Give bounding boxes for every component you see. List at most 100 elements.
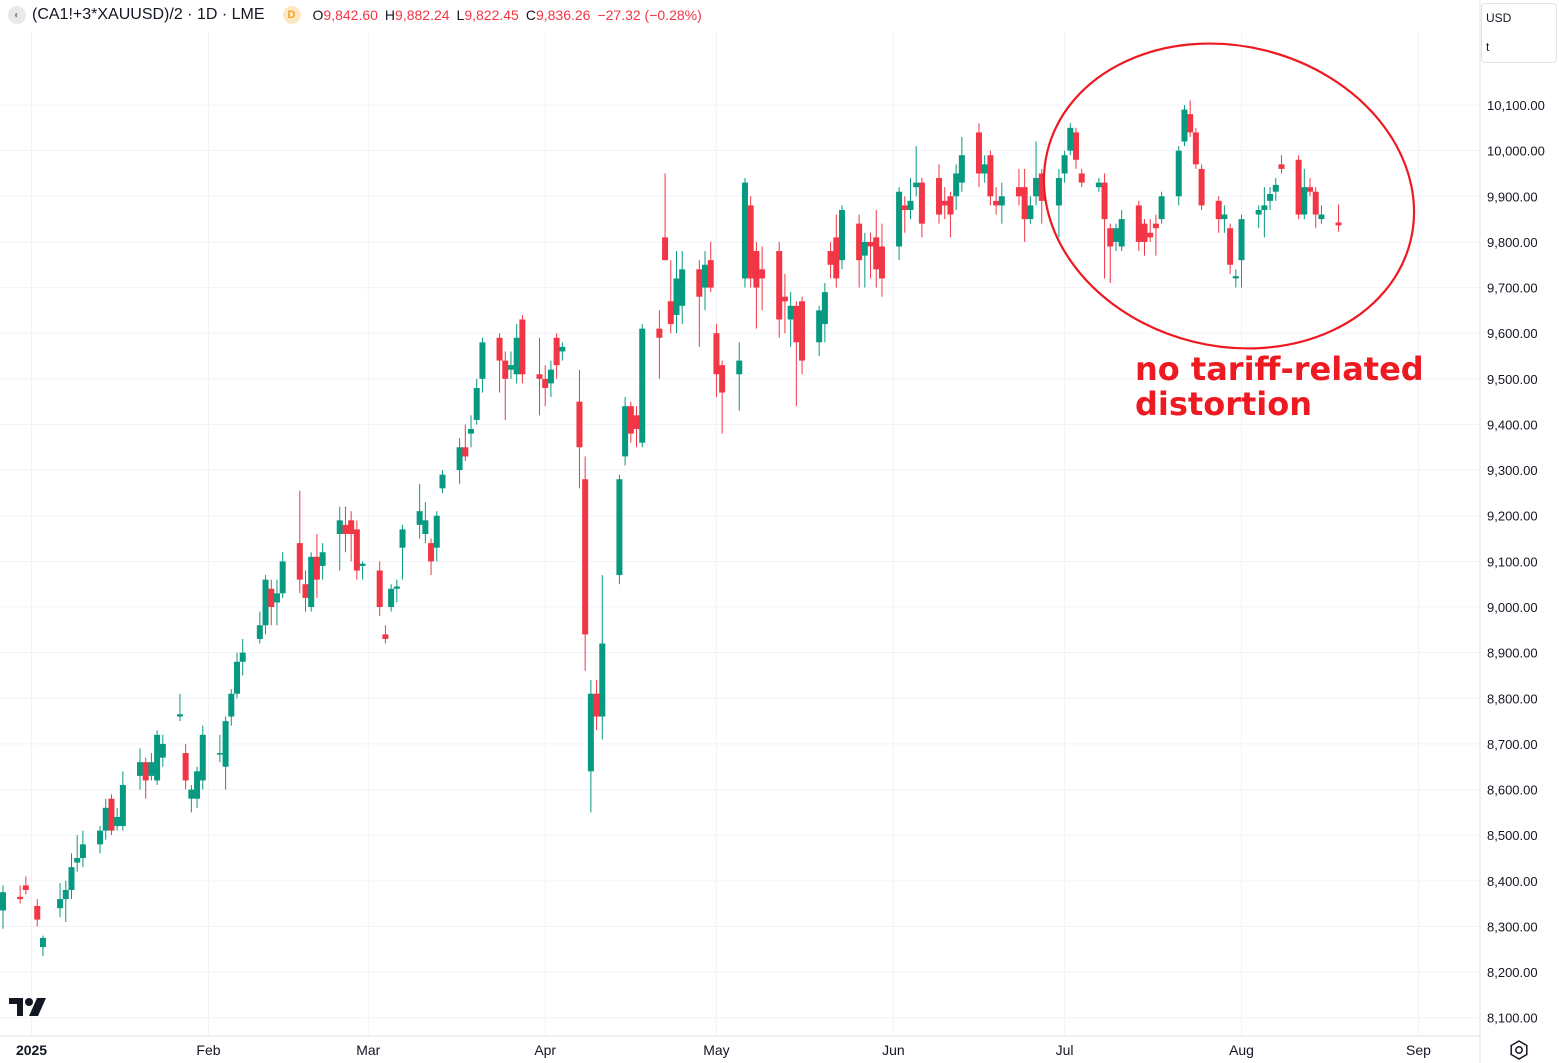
tradingview-logo-icon[interactable] bbox=[9, 996, 47, 1018]
candle-body bbox=[713, 333, 720, 375]
candle-body bbox=[582, 479, 589, 635]
candle-body bbox=[839, 209, 846, 261]
candle bbox=[702, 251, 709, 311]
candle bbox=[987, 150, 994, 206]
candle bbox=[753, 241, 760, 329]
candle-body bbox=[114, 816, 121, 827]
candle-body bbox=[228, 693, 235, 717]
candle-body bbox=[947, 196, 954, 215]
x-tick-label: Feb bbox=[196, 1042, 220, 1058]
candle-body bbox=[1158, 196, 1165, 220]
candle bbox=[747, 196, 754, 288]
candle bbox=[833, 214, 840, 288]
candle bbox=[456, 438, 463, 484]
candle bbox=[593, 680, 600, 731]
candle bbox=[1027, 196, 1034, 224]
candle-body bbox=[17, 896, 24, 900]
candle-body bbox=[856, 223, 863, 261]
candle bbox=[998, 182, 1005, 224]
y-tick-label: 8,800.00 bbox=[1487, 691, 1538, 706]
candle bbox=[958, 136, 965, 192]
candle bbox=[1015, 168, 1022, 206]
candle bbox=[496, 333, 503, 393]
candle-body bbox=[873, 237, 880, 270]
candle bbox=[553, 333, 560, 379]
y-tick-label: 8,400.00 bbox=[1487, 874, 1538, 889]
candle-body bbox=[1112, 228, 1119, 242]
candle-body bbox=[199, 734, 206, 781]
candle-body bbox=[222, 721, 229, 767]
y-tick-label: 8,500.00 bbox=[1487, 828, 1538, 843]
candle-body bbox=[1107, 228, 1114, 247]
candle bbox=[182, 743, 189, 790]
candle-body bbox=[416, 511, 423, 525]
symbol-title[interactable]: (CA1!+3*XAUUSD)/2 · 1D · LME bbox=[32, 6, 265, 23]
candle bbox=[1095, 178, 1102, 192]
candle-body bbox=[502, 360, 509, 379]
candle bbox=[1198, 164, 1205, 210]
candle bbox=[1181, 105, 1188, 147]
candle bbox=[907, 178, 914, 220]
candle bbox=[342, 506, 349, 553]
candle bbox=[273, 579, 280, 626]
candle bbox=[1147, 219, 1154, 242]
candles bbox=[0, 100, 1342, 957]
candle bbox=[79, 830, 86, 868]
candle bbox=[142, 757, 149, 799]
candle bbox=[119, 771, 126, 831]
candle bbox=[1318, 205, 1325, 224]
candle bbox=[1078, 168, 1085, 188]
delayed-badge[interactable]: D bbox=[282, 6, 301, 24]
candle bbox=[1107, 223, 1114, 283]
candle-body bbox=[1232, 276, 1239, 279]
candle-body bbox=[975, 132, 982, 174]
high-label: H bbox=[384, 7, 396, 23]
candle bbox=[462, 424, 469, 461]
candle bbox=[547, 360, 554, 398]
candle-body bbox=[821, 292, 828, 325]
candle bbox=[993, 187, 1000, 215]
candle bbox=[1192, 127, 1199, 169]
candle-body bbox=[336, 520, 343, 534]
candle-body bbox=[108, 798, 115, 831]
candle bbox=[154, 730, 161, 785]
candle bbox=[194, 766, 201, 808]
candle-body bbox=[1192, 132, 1199, 165]
candle-body bbox=[57, 899, 64, 909]
currency-unit-selector[interactable]: USD t bbox=[1481, 3, 1557, 63]
candle bbox=[0, 885, 6, 929]
candle bbox=[468, 415, 475, 448]
candle bbox=[188, 785, 195, 813]
candle-body bbox=[382, 634, 389, 639]
candle-body bbox=[296, 543, 303, 580]
candle-body bbox=[154, 734, 161, 781]
candle-body bbox=[576, 401, 583, 448]
candle-body bbox=[182, 753, 189, 781]
candle bbox=[159, 734, 166, 767]
candle-body bbox=[468, 429, 475, 434]
candle-body bbox=[1095, 182, 1102, 188]
candle-body bbox=[1021, 187, 1028, 220]
candle-body bbox=[1198, 168, 1205, 206]
gear-icon[interactable] bbox=[1509, 1040, 1529, 1060]
candle-body bbox=[536, 374, 543, 379]
candle-body bbox=[433, 515, 440, 548]
candle-body bbox=[428, 543, 435, 562]
candle bbox=[382, 625, 389, 644]
candle bbox=[1215, 196, 1222, 233]
candle bbox=[616, 474, 623, 585]
candle-body bbox=[399, 529, 406, 548]
symbol-logo-icon[interactable]: ◐ bbox=[8, 6, 26, 24]
candle-body bbox=[119, 785, 126, 827]
x-tick-label: Aug bbox=[1229, 1042, 1254, 1058]
candle bbox=[696, 260, 703, 347]
candle-body bbox=[639, 328, 646, 443]
candle-body bbox=[456, 447, 463, 471]
candle-body bbox=[256, 625, 263, 639]
candle bbox=[1118, 209, 1125, 252]
currency-label: USD bbox=[1486, 11, 1512, 25]
candle-body bbox=[1301, 187, 1308, 215]
candle bbox=[947, 191, 954, 238]
x-tick-label: Apr bbox=[534, 1042, 556, 1058]
